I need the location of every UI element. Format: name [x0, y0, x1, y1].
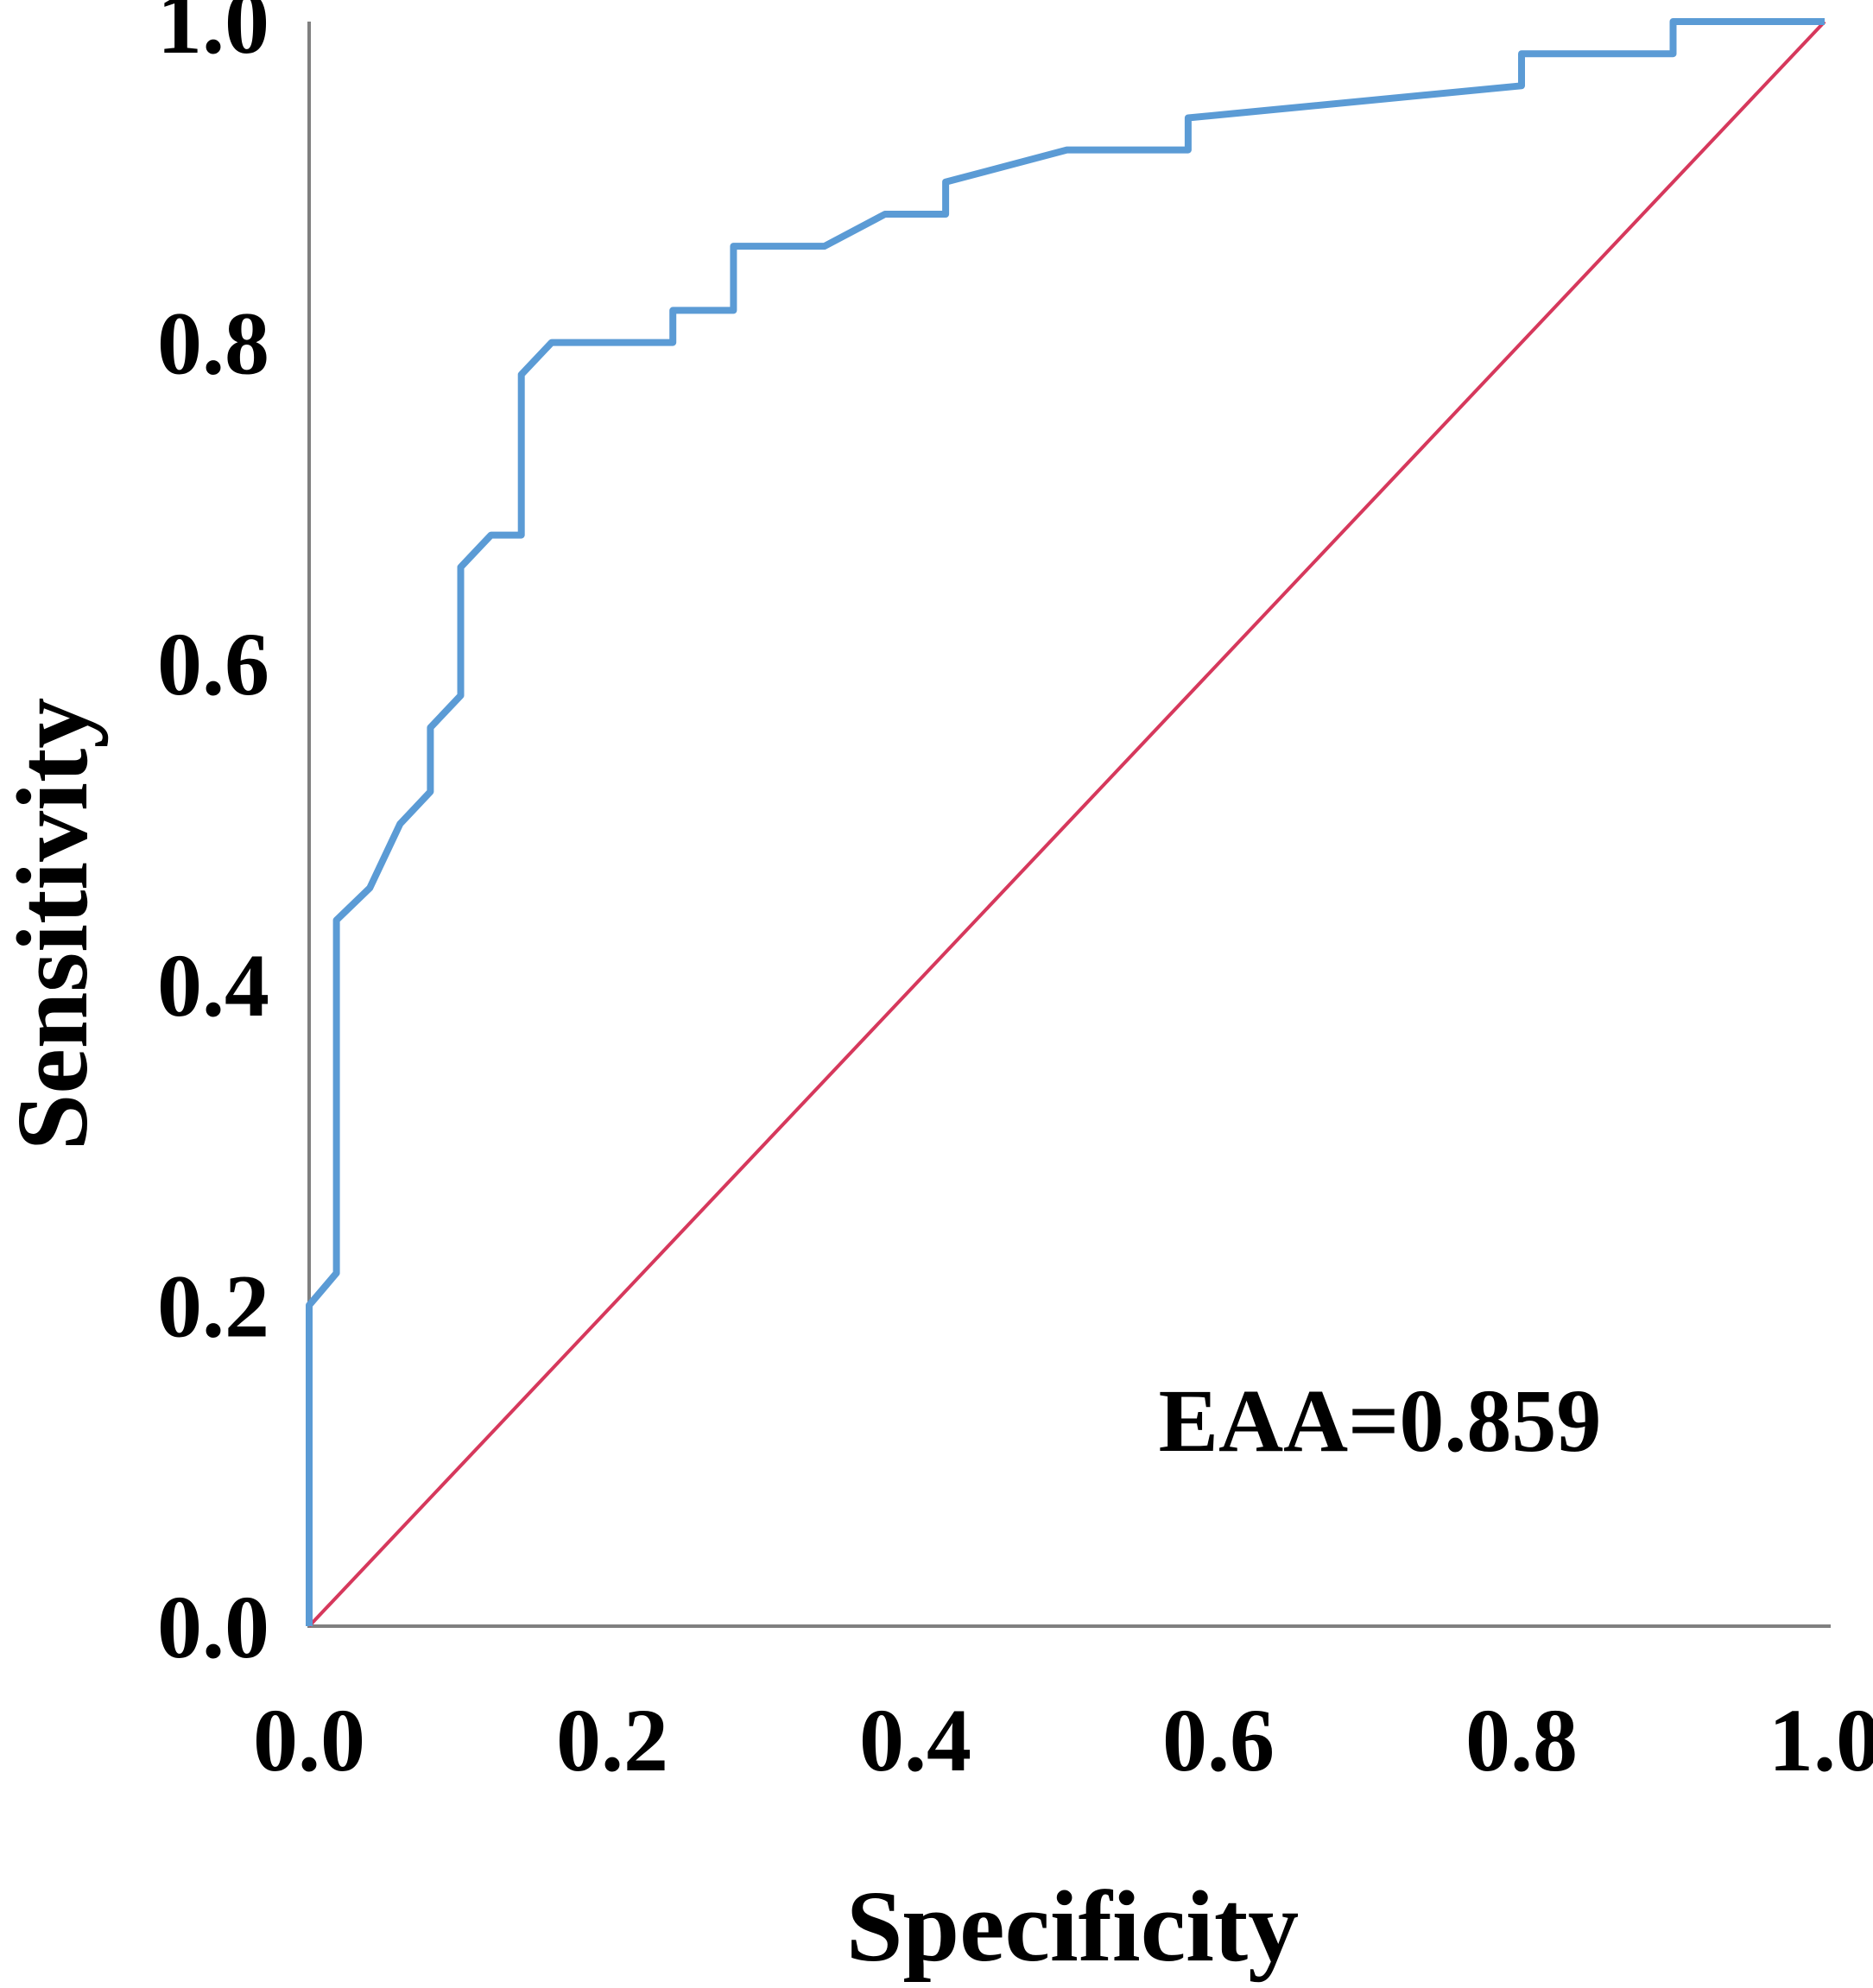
- x-tick-label: 1.0: [1769, 1691, 1873, 1790]
- x-tick-label: 0.6: [1162, 1691, 1275, 1790]
- x-tick-label: 0.8: [1465, 1691, 1578, 1790]
- reference-diagonal-line: [307, 20, 1826, 1628]
- auc-annotation: EAA=0.859: [1159, 1371, 1602, 1471]
- x-tick-label: 0.0: [253, 1691, 365, 1790]
- y-tick-label: 1.0: [157, 0, 269, 73]
- y-tick-label: 0.2: [157, 1257, 269, 1356]
- x-axis-title: Specificity: [846, 1870, 1299, 1983]
- y-tick-label: 0.0: [157, 1578, 269, 1677]
- y-tick-label: 0.8: [157, 294, 269, 394]
- roc-curve-line: [306, 18, 1825, 1626]
- y-axis-title: Sensitivity: [0, 698, 109, 1151]
- y-tick-label: 0.6: [157, 615, 269, 714]
- y-tick-label: 0.4: [157, 936, 269, 1035]
- x-tick-label: 0.4: [859, 1691, 971, 1790]
- x-tick-label: 0.2: [556, 1691, 668, 1790]
